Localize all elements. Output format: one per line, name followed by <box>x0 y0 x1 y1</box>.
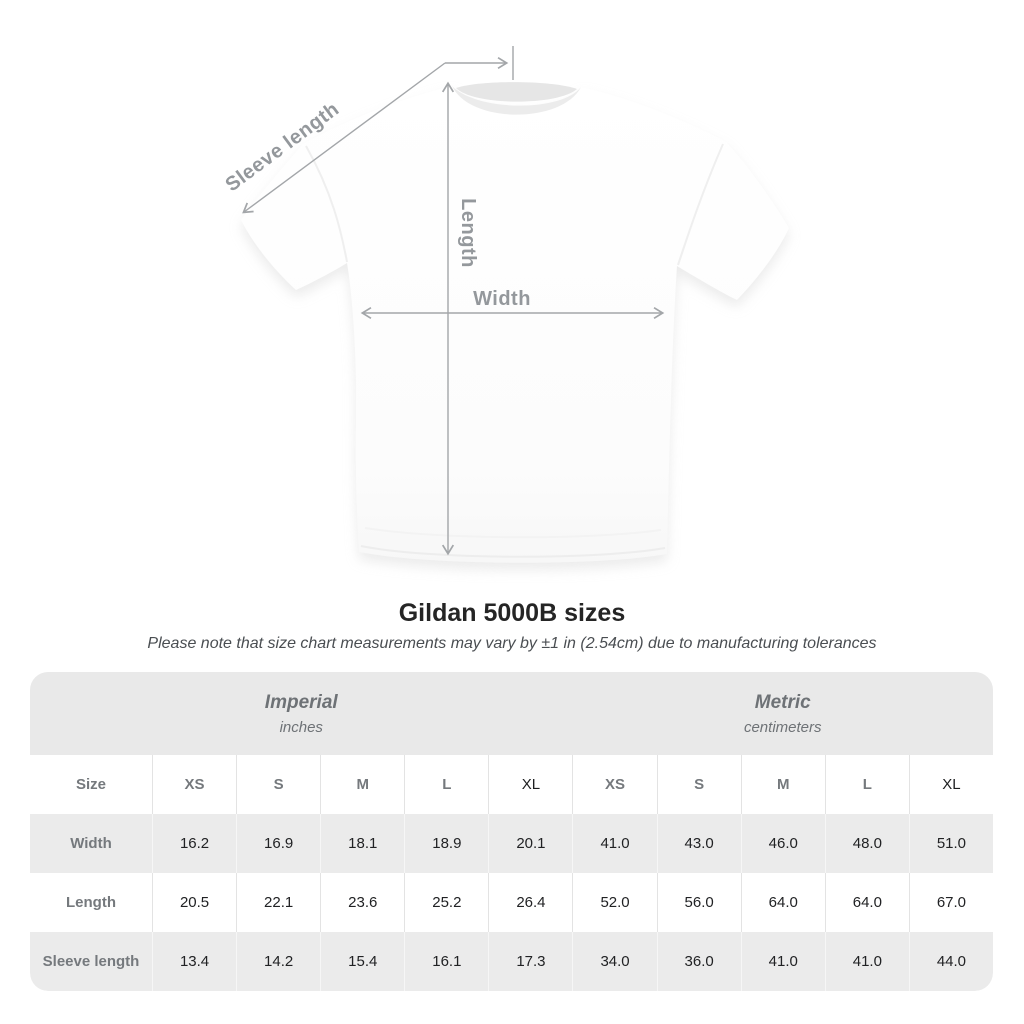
row-label-length: Length <box>30 873 152 932</box>
value-cell: 43.0 <box>656 814 741 873</box>
value-cell: 44.0 <box>908 932 993 991</box>
page-title: Gildan 5000B sizes <box>398 599 626 627</box>
size-header-cell: L <box>824 755 909 814</box>
row-label-width: Width <box>30 814 152 873</box>
value-cell: 16.1 <box>404 932 489 991</box>
value-cell: 17.3 <box>488 932 573 991</box>
value-cell: 25.2 <box>404 873 489 932</box>
value-cell: 34.0 <box>572 932 657 991</box>
size-header-cell: S <box>656 755 741 814</box>
value-cell: 16.9 <box>236 814 321 873</box>
size-header-cell: XL <box>908 755 993 814</box>
length-label: Length <box>457 198 479 268</box>
value-cell: 64.0 <box>824 873 909 932</box>
value-cell: 52.0 <box>572 873 657 932</box>
value-cell: 56.0 <box>656 873 741 932</box>
hem-seam <box>360 545 666 558</box>
value-cell: 26.4 <box>488 873 573 932</box>
size-header-cell: M <box>740 755 825 814</box>
tolerance-note: Please note that size chart measurements… <box>147 635 877 653</box>
value-cell: 36.0 <box>656 932 741 991</box>
size-header-cell: XS <box>572 755 657 814</box>
tshirt-collar <box>452 86 581 115</box>
unit-sub-imperial: inches <box>279 718 323 736</box>
value-cell: 64.0 <box>740 873 825 932</box>
unit-header-imperial: Imperial inches <box>30 672 573 755</box>
value-cell: 48.0 <box>824 814 909 873</box>
value-cell: 20.1 <box>488 814 573 873</box>
value-cell: 16.2 <box>152 814 237 873</box>
size-header-cell: L <box>404 755 489 814</box>
unit-header-metric: Metric centimeters <box>572 672 993 755</box>
size-table: Imperial inches Metric centimeters Size … <box>30 672 993 991</box>
right-sleeve-seam <box>677 143 724 266</box>
sleeve-measure-diagonal-line <box>242 62 446 214</box>
value-cell: 23.6 <box>320 873 405 932</box>
size-header-cell: S <box>236 755 321 814</box>
value-cell: 20.5 <box>152 873 237 932</box>
size-header-cell: M <box>320 755 405 814</box>
value-cell: 41.0 <box>572 814 657 873</box>
size-header-cell: XL <box>488 755 573 814</box>
tshirt-measurement-diagram: Sleeve length Length Width <box>221 46 789 570</box>
caption-block: Gildan 5000B sizes Please note that size… <box>0 598 1024 653</box>
tshirt-collar-inner <box>456 82 577 102</box>
tshirt-body <box>241 86 789 563</box>
width-label: Width <box>473 288 531 310</box>
unit-name-imperial: Imperial <box>264 691 338 713</box>
unit-name-metric: Metric <box>754 691 811 713</box>
size-header-cell: XS <box>152 755 237 814</box>
value-cell: 14.2 <box>236 932 321 991</box>
value-cell: 18.9 <box>404 814 489 873</box>
value-cell: 22.1 <box>236 873 321 932</box>
value-cell: 15.4 <box>320 932 405 991</box>
value-cell: 13.4 <box>152 932 237 991</box>
row-label-sleeve-length: Sleeve length <box>30 932 152 991</box>
left-sleeve-seam <box>305 145 348 263</box>
size-column-header: Size <box>30 755 152 814</box>
hem-wrinkle <box>364 527 662 539</box>
tshirt-graphic: Sleeve length Length Width <box>221 46 789 570</box>
unit-sub-metric: centimeters <box>743 718 822 736</box>
value-cell: 18.1 <box>320 814 405 873</box>
value-cell: 51.0 <box>908 814 993 873</box>
value-cell: 41.0 <box>824 932 909 991</box>
value-cell: 67.0 <box>908 873 993 932</box>
value-cell: 46.0 <box>740 814 825 873</box>
value-cell: 41.0 <box>740 932 825 991</box>
